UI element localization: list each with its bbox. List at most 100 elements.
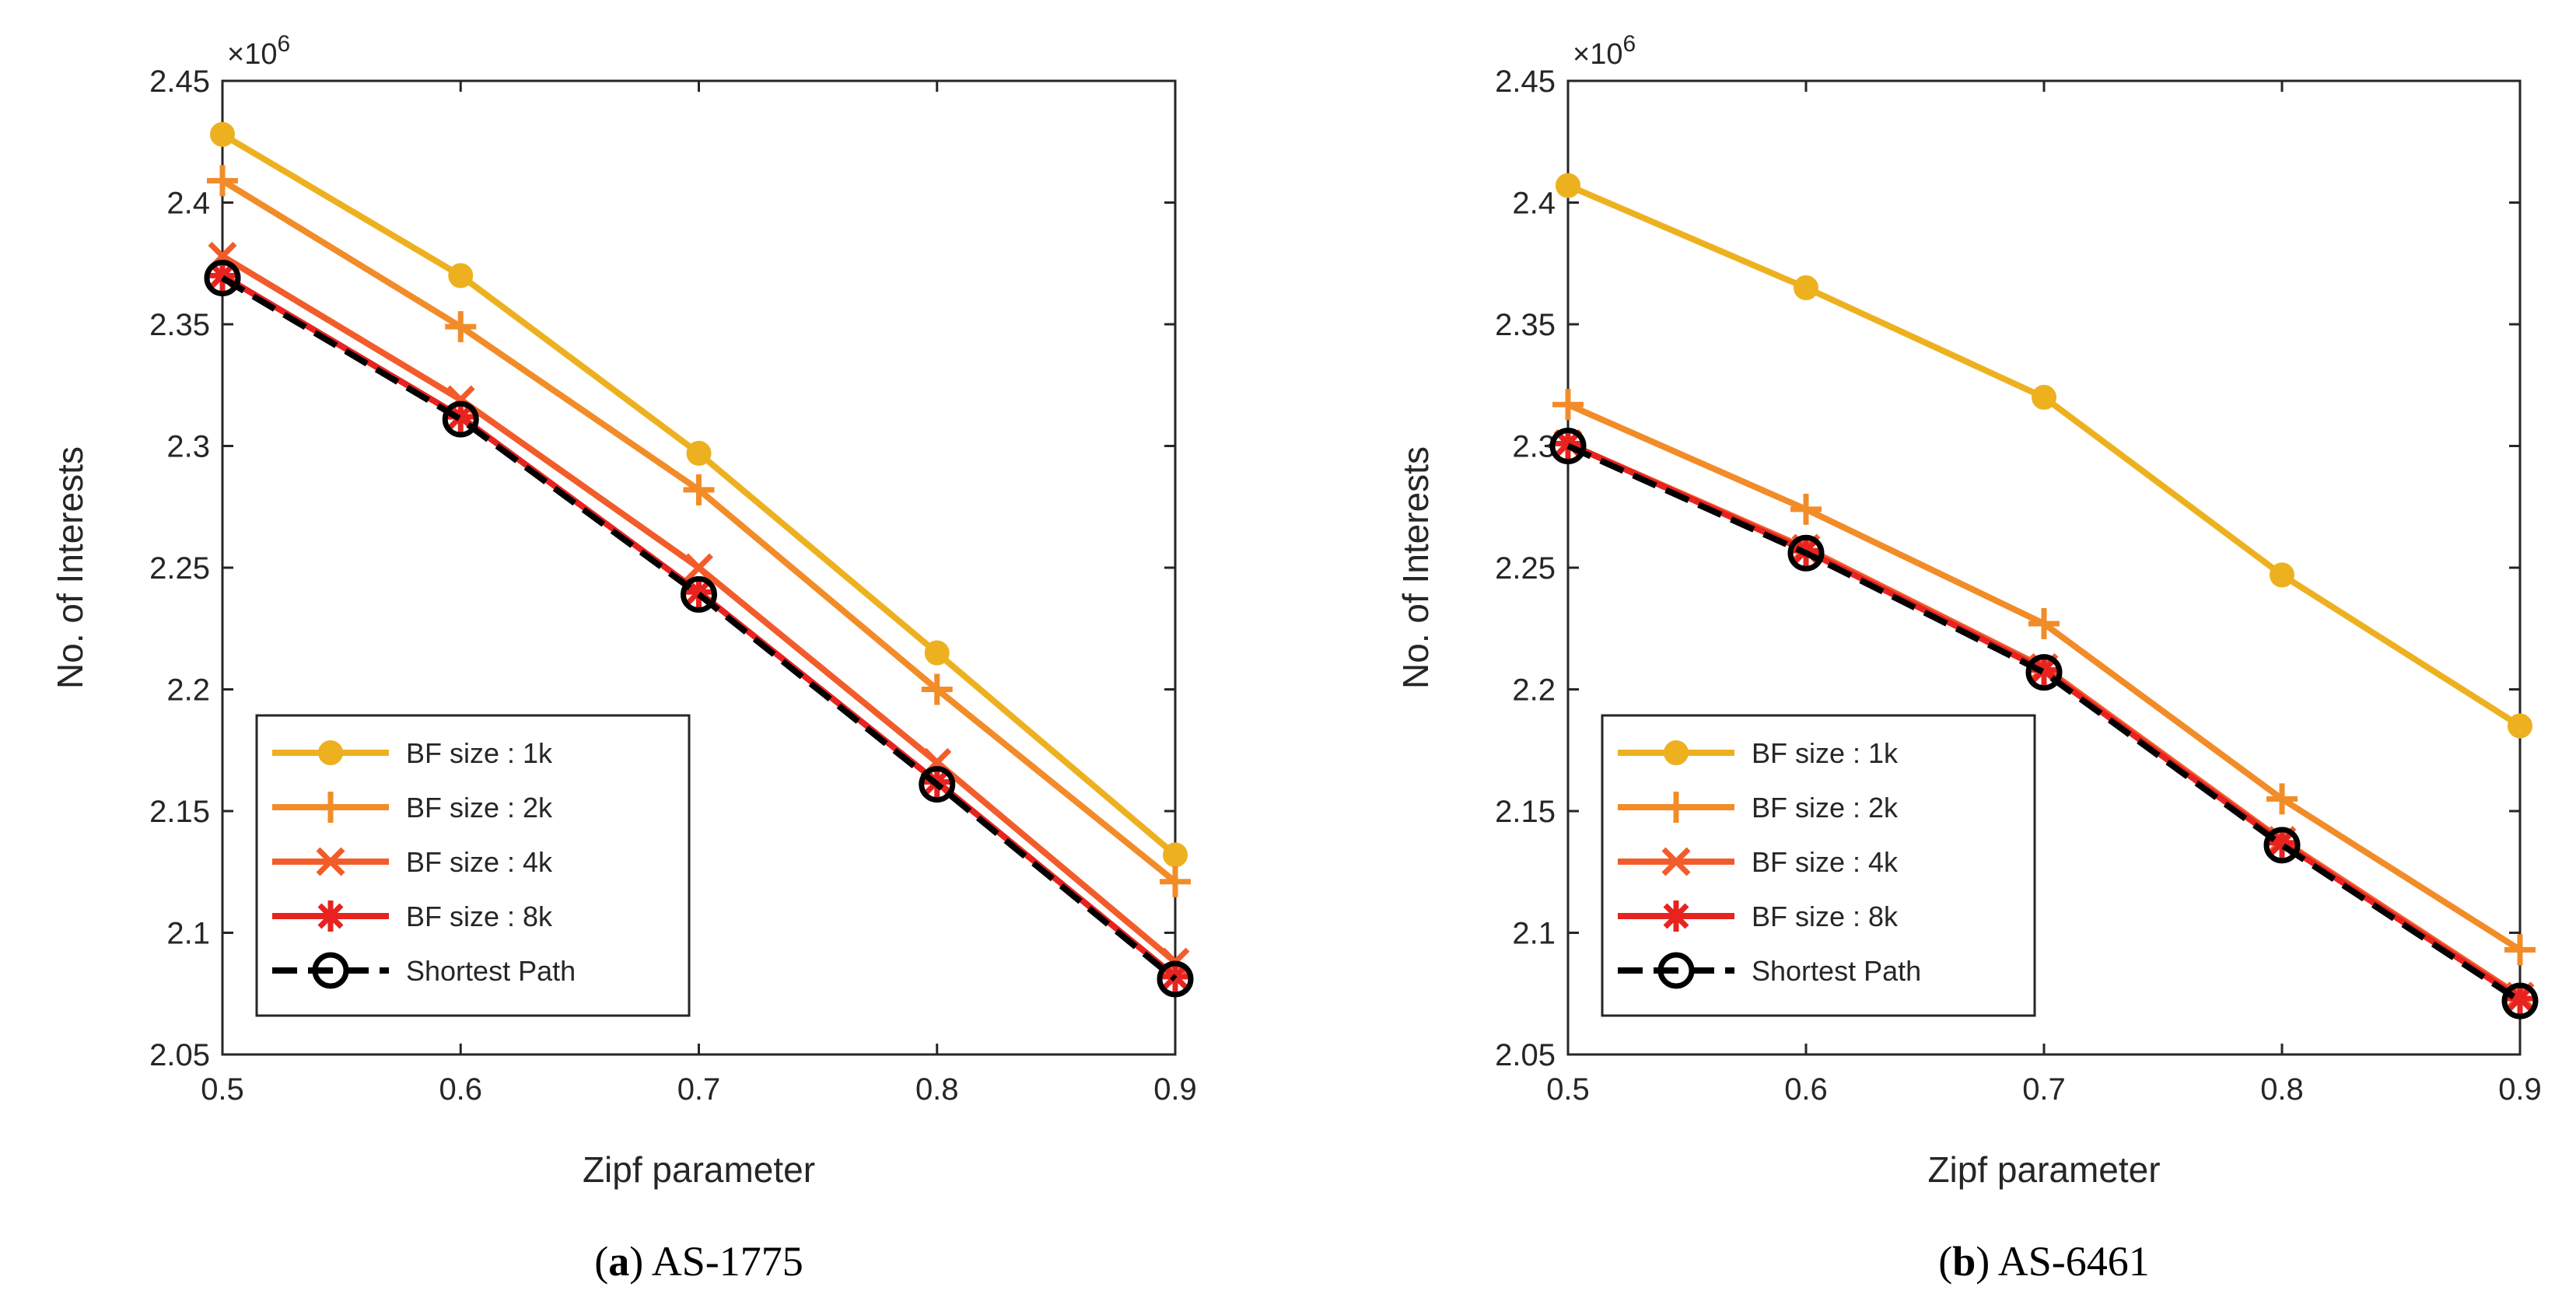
- legend-label: BF size : 2k: [1752, 792, 1899, 824]
- data-point: [1787, 534, 1825, 572]
- y-tick-label: 2.05: [149, 1038, 210, 1072]
- data-point: [2504, 934, 2536, 966]
- legend: BF size : 1k BF size : 2k BF size : 4k BF s…: [1601, 714, 2036, 1017]
- series-circle-open: [1549, 428, 2539, 1019]
- legend-item: BF size : 8k: [272, 901, 553, 932]
- data-point: [445, 400, 477, 432]
- data-point: [921, 673, 953, 705]
- caption-letter: b: [1952, 1238, 1976, 1285]
- legend-marker: [312, 952, 349, 989]
- panel-caption: (a) AS-1775: [594, 1238, 803, 1285]
- legend-item: BF size : 4k: [272, 846, 553, 878]
- panel-caption: (b) AS-6461: [1938, 1238, 2150, 1285]
- y-multiplier: ×106: [1573, 31, 1636, 71]
- legend-label: BF size : 8k: [406, 901, 553, 932]
- data-point: [1790, 493, 1822, 525]
- caption-paren: ): [629, 1238, 652, 1285]
- legend-label: BF size : 4k: [1752, 846, 1899, 878]
- caption-text: AS-6461: [1998, 1238, 2150, 1285]
- y-tick-label: 2.05: [1495, 1038, 1556, 1072]
- legend-label: BF size : 4k: [406, 846, 553, 878]
- data-point: [1157, 960, 1194, 998]
- chart-panel-a: 2.05 2.1 2.15 2.2 2.25 2.3 2.35 2.4 2.45 0.5 0.6 0.…: [50, 31, 1197, 1285]
- data-point: [2266, 827, 2298, 859]
- legend-item: BF size : 1k: [1618, 737, 1899, 769]
- data-point: [2266, 783, 2298, 815]
- y-tick-label: 2.45: [1495, 65, 1556, 99]
- legend-marker: [1664, 740, 1689, 765]
- chart-panel-b: 2.05 2.1 2.15 2.2 2.25 2.3 2.35 2.4 2.45 0.5 0.6 0.…: [1395, 31, 2542, 1285]
- y-axis-label: No. of Interests: [1395, 446, 1436, 689]
- data-point: [684, 553, 713, 582]
- caption-text: AS-1775: [652, 1238, 803, 1285]
- y-tick-label: 2.25: [149, 551, 210, 586]
- series-circle: [210, 121, 1188, 868]
- data-point: [2270, 562, 2294, 588]
- caption-paren: ): [1976, 1238, 1998, 1285]
- y-multiplier-base: ×10: [1573, 38, 1622, 71]
- legend-item: BF size : 2k: [1618, 792, 1899, 824]
- y-tick-label: 2.4: [1512, 187, 1556, 221]
- y-tick-label: 2.2: [1512, 673, 1556, 708]
- legend-marker: [315, 792, 346, 823]
- y-multiplier-exponent: 6: [277, 31, 290, 57]
- x-axis-label: Zipf parameter: [583, 1149, 815, 1190]
- data-point: [2508, 713, 2532, 739]
- series-circle: [1556, 173, 2532, 739]
- data-point: [2263, 827, 2301, 864]
- data-point: [1549, 428, 1587, 464]
- series-line: [1566, 442, 2522, 1004]
- caption-paren: (: [1938, 1238, 1952, 1285]
- legend-marker: [1657, 952, 1695, 989]
- data-point: [1163, 842, 1188, 868]
- y-tick-label: 2.35: [1495, 308, 1556, 342]
- y-tick-label: 2.45: [149, 65, 210, 99]
- data-point: [445, 311, 477, 343]
- x-tick-label: 0.9: [1153, 1072, 1197, 1107]
- y-tick-label: 2.1: [1512, 917, 1556, 951]
- data-point: [442, 400, 479, 438]
- legend: BF size : 1k BF size : 2k BF size : 4k BF s…: [255, 714, 691, 1017]
- x-tick-label: 0.5: [1546, 1072, 1590, 1107]
- data-point: [210, 121, 235, 147]
- legend-item: BF size : 8k: [1618, 901, 1899, 932]
- data-point: [1794, 275, 1818, 301]
- data-point: [686, 440, 712, 466]
- caption-paren: (: [594, 1238, 608, 1285]
- y-multiplier-base: ×10: [227, 38, 277, 71]
- data-point: [683, 474, 715, 505]
- series-plus: [207, 165, 1191, 897]
- legend-item: BF size : 4k: [1618, 846, 1899, 878]
- y-tick-label: 2.4: [166, 187, 210, 221]
- data-point: [1556, 173, 1580, 198]
- data-point: [448, 263, 474, 289]
- legend-item: BF size : 2k: [272, 792, 553, 824]
- x-tick-label: 0.8: [915, 1072, 959, 1107]
- legend-item: BF size : 1k: [272, 737, 553, 769]
- y-multiplier-exponent: 6: [1622, 31, 1636, 57]
- y-tick-label: 2.3: [166, 430, 210, 464]
- y-tick-label: 2.25: [1495, 551, 1556, 586]
- data-point: [204, 260, 241, 297]
- data-point: [1552, 389, 1584, 421]
- data-point: [919, 766, 956, 803]
- legend-item: Shortest Path: [272, 952, 576, 989]
- legend-marker: [1661, 847, 1691, 876]
- data-point: [681, 575, 717, 613]
- x-tick-label: 0.8: [2260, 1072, 2304, 1107]
- data-point: [2028, 607, 2060, 639]
- x-tick-label: 0.7: [677, 1072, 721, 1107]
- y-tick-label: 2.15: [149, 795, 210, 829]
- x-axis-label: Zipf parameter: [1927, 1149, 2160, 1190]
- data-point: [683, 576, 715, 608]
- legend-label: BF size : 8k: [1752, 901, 1899, 932]
- y-tick-label: 2.35: [149, 308, 210, 342]
- x-tick-label: 0.6: [439, 1072, 482, 1107]
- legend-label: BF size : 1k: [1752, 737, 1899, 769]
- data-point: [207, 260, 238, 292]
- legend-marker: [316, 847, 345, 876]
- data-point: [2501, 982, 2539, 1019]
- legend-marker: [318, 740, 343, 765]
- data-point: [924, 640, 950, 666]
- y-tick-label: 2.3: [1512, 430, 1556, 464]
